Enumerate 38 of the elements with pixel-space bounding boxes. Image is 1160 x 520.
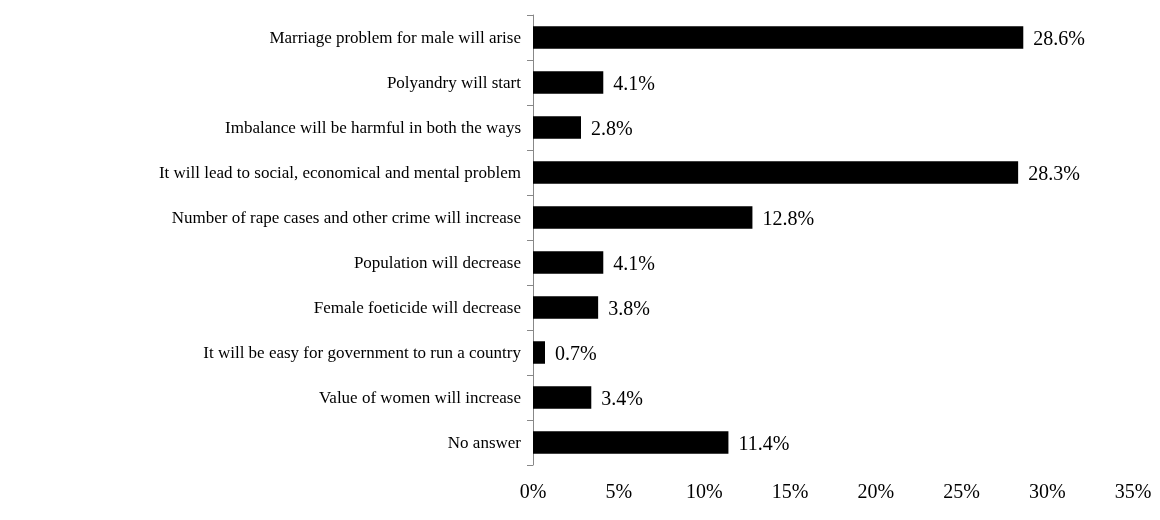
- bar: [533, 296, 599, 319]
- y-tick-label: Population will decrease: [353, 253, 521, 272]
- bar: [533, 386, 592, 409]
- x-tick-label: 15%: [771, 480, 809, 502]
- bar: [533, 206, 753, 229]
- bar: [533, 251, 604, 274]
- x-tick-label: 25%: [943, 480, 980, 502]
- bar: [533, 116, 581, 139]
- data-label: 12.8%: [762, 206, 815, 229]
- bar: [533, 341, 545, 364]
- data-label: 3.4%: [601, 386, 643, 409]
- data-label: 4.1%: [613, 71, 655, 94]
- x-tick-label: 0%: [519, 480, 547, 502]
- bar: [533, 161, 1019, 184]
- x-tick-label: 10%: [686, 480, 723, 502]
- data-label: 11.4%: [738, 431, 790, 454]
- x-tick-label: 5%: [605, 480, 633, 502]
- y-tick-label: Number of rape cases and other crime will increase: [171, 208, 521, 227]
- data-label: 3.8%: [608, 296, 650, 319]
- y-tick-label: It will lead to social, economical and mental problem: [158, 163, 521, 182]
- bar: [533, 431, 729, 454]
- y-tick-label: Imbalance will be harmful in both the ways: [225, 118, 521, 137]
- x-tick-label: 30%: [1028, 480, 1066, 502]
- y-tick-label: No answer: [447, 433, 522, 452]
- x-tick-label: 20%: [857, 480, 895, 502]
- y-tick-label: Polyandry will start: [386, 73, 522, 92]
- bar: [533, 26, 1024, 49]
- data-label: 4.1%: [613, 251, 655, 274]
- y-tick-label: Marriage problem for male will arise: [269, 28, 521, 47]
- bar: [533, 71, 604, 94]
- y-tick-label: It will be easy for government to run a country: [203, 343, 522, 362]
- x-tick-label: 35%: [1114, 480, 1152, 502]
- data-label: 28.6%: [1033, 26, 1085, 49]
- y-tick-label: Female foeticide will decrease: [313, 298, 521, 317]
- data-label: 0.7%: [555, 341, 597, 364]
- data-label: 2.8%: [591, 116, 633, 139]
- data-label: 28.3%: [1028, 161, 1080, 184]
- y-tick-label: Value of women will increase: [318, 388, 521, 407]
